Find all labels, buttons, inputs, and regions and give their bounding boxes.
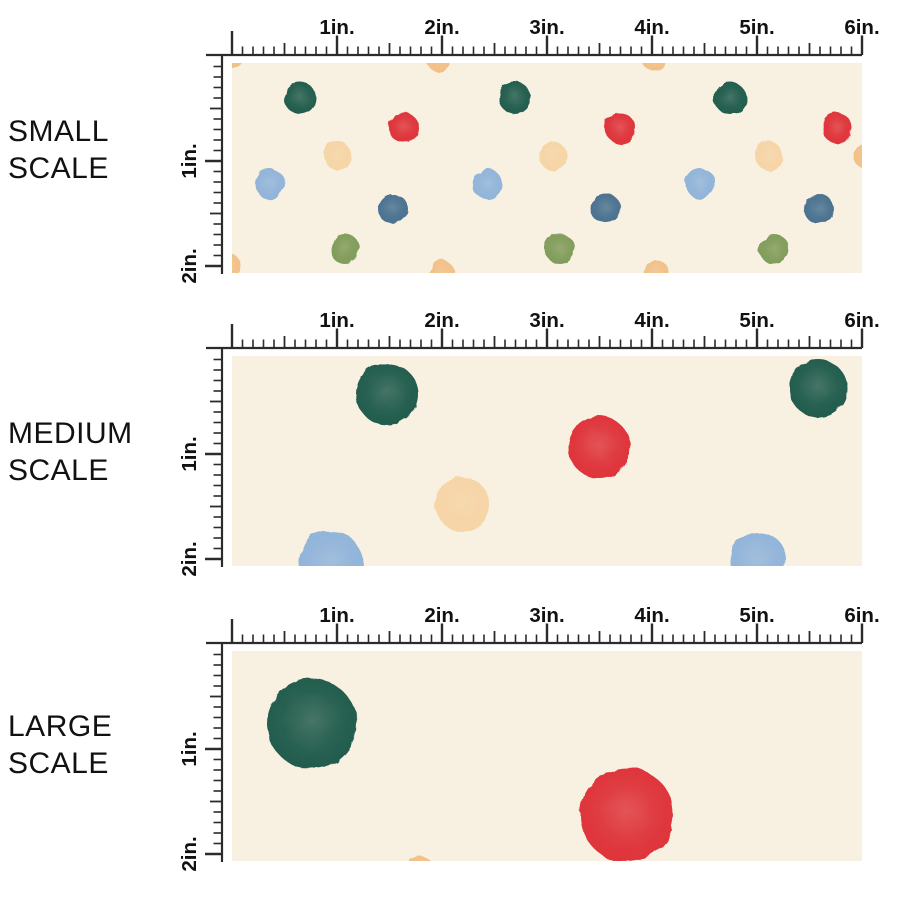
polka-dot-red [605,113,635,143]
svg-text:5in.: 5in. [739,604,774,627]
svg-text:6in.: 6in. [844,309,879,332]
polka-dot-peach_deep [232,63,243,68]
polka-dot-steel_blue [591,194,621,224]
polka-dot-peach [435,477,489,531]
small-scale-ruler-and-swatch: 1in. 2in. 3in. 4in. 5in. 6in. 1in. 2in. [178,16,880,284]
svg-text:1in.: 1in. [178,436,201,471]
polka-dot-peach [324,142,352,170]
polka-dot-teal [714,82,746,114]
svg-text:2in.: 2in. [424,604,459,627]
medium-scale-rulers: 1in. 2in. 3in. 4in. 5in. 6in. 1in. 2in. [178,309,880,577]
polka-dot-peach_deep [409,856,431,861]
small-scale-fabric-swatch [232,63,862,273]
polka-dot-olive [759,234,789,264]
svg-text:3in.: 3in. [529,604,564,627]
scale-label-line-1: LARGE [8,710,113,743]
svg-text:5in.: 5in. [739,16,774,39]
svg-text:3in.: 3in. [529,309,564,332]
polka-dot-peach_deep [429,261,455,273]
panel-small-scale-title: SMALL SCALE [8,113,109,187]
polka-dot-peach_deep [644,261,670,273]
svg-text:2in.: 2in. [178,248,201,283]
svg-text:4in.: 4in. [634,604,669,627]
polka-dot-light_blue [729,532,787,566]
svg-text:1in.: 1in. [319,309,354,332]
medium-scale-fabric-swatch [232,356,862,566]
polka-dot-olive [545,234,575,264]
svg-text:1in.: 1in. [178,143,201,178]
svg-text:1in.: 1in. [178,731,201,766]
svg-text:2in.: 2in. [178,541,201,576]
svg-text:4in.: 4in. [634,309,669,332]
svg-text:2in.: 2in. [178,836,201,871]
polka-dot-light_blue [472,169,502,199]
svg-text:6in.: 6in. [844,604,879,627]
panel-medium-scale-title: MEDIUM SCALE [8,415,133,489]
polka-dot-peach_deep [642,63,666,71]
polka-dot-light_blue [686,169,716,199]
polka-dot-teal [356,363,418,425]
svg-text:5in.: 5in. [739,309,774,332]
polka-dot-red [822,113,852,143]
polka-dot-light_blue [299,531,363,566]
polka-dot-red [580,768,674,861]
polka-dot-peach_deep [232,254,241,273]
polka-dot-peach_deep [854,143,862,169]
scale-label-line-2: SCALE [8,152,109,185]
polka-dot-teal [499,82,531,114]
large-scale-ruler-and-swatch: 1in. 2in. 3in. 4in. 5in. 6in. 1in. 2in. [178,604,880,872]
polka-dot-teal [789,359,847,417]
polka-dot-light_blue [255,169,285,199]
scale-label-line-1: SMALL [8,115,109,148]
scale-label-line-2: SCALE [8,747,109,780]
polka-dot-peach_deep [426,63,450,71]
small-scale-rulers: 1in. 2in. 3in. 4in. 5in. 6in. 1in. 2in. [178,16,880,284]
polka-dot-olive [330,234,360,264]
swatch-background [232,356,862,566]
polka-dot-red [389,113,419,143]
medium-scale-ruler-and-swatch: 1in. 2in. 3in. 4in. 5in. 6in. 1in. 2in. [178,309,880,577]
polka-dot-peach [539,142,567,170]
polka-dot-red [568,416,630,478]
polka-dot-steel_blue [378,194,408,224]
svg-text:6in.: 6in. [844,16,879,39]
panel-large-scale-title: LARGE SCALE [8,708,112,782]
polka-dot-teal [267,679,357,769]
scale-label-line-2: SCALE [8,454,109,487]
polka-dot-peach [755,142,783,170]
scale-label-line-1: MEDIUM [8,417,133,450]
svg-text:2in.: 2in. [424,16,459,39]
polka-dot-steel_blue [804,194,834,224]
panel-large-scale: LARGE SCALE 1in. 2in. 3in. 4in. 5in. 6in. 1in.… [0,600,900,898]
panel-small-scale: SMALL SCALE 1in. 2in. 3in. 4in. 5in. 6in. 1in.… [0,12,900,310]
svg-text:3in.: 3in. [529,16,564,39]
polka-dot-teal [284,82,316,114]
svg-text:2in.: 2in. [424,309,459,332]
svg-text:1in.: 1in. [319,16,354,39]
panel-medium-scale: MEDIUM SCALE 1in. 2in. 3in. 4in. 5in. 6in. 1in… [0,305,900,603]
large-scale-rulers: 1in. 2in. 3in. 4in. 5in. 6in. 1in. 2in. [178,604,880,872]
svg-text:4in.: 4in. [634,16,669,39]
large-scale-fabric-swatch [232,651,862,861]
svg-text:1in.: 1in. [319,604,354,627]
